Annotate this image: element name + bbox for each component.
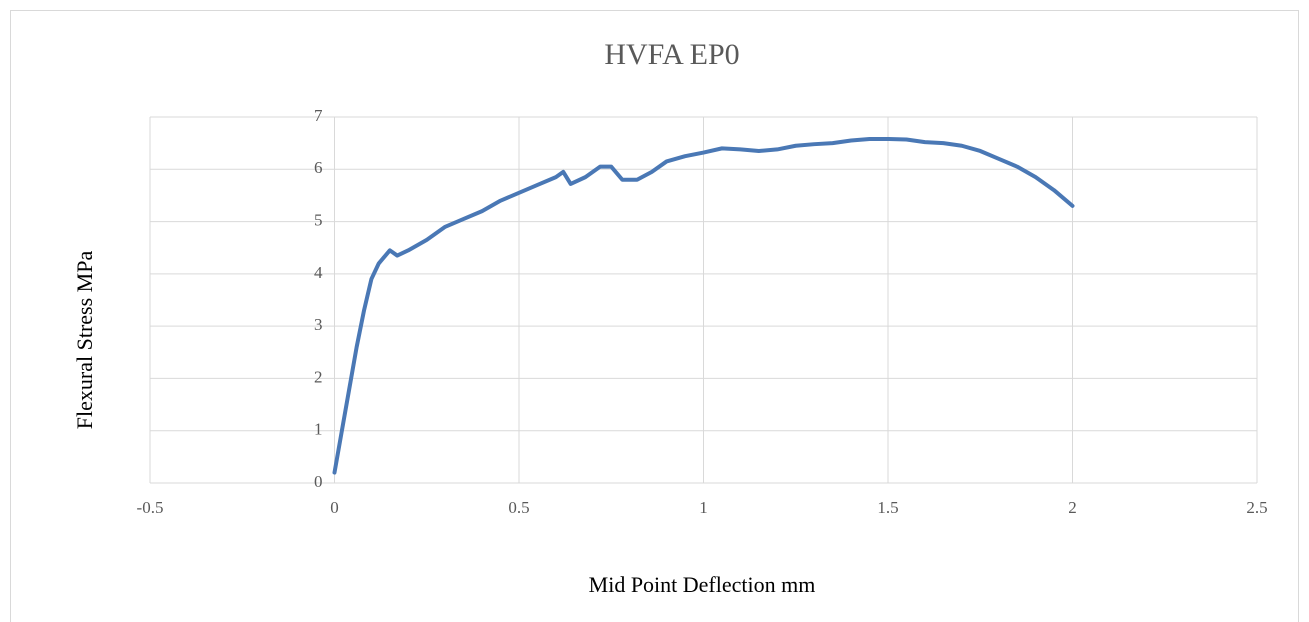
- y-tick-label: 2: [314, 367, 323, 386]
- y-tick-label: 7: [314, 106, 323, 125]
- chart-title: HVFA EP0: [604, 38, 739, 71]
- y-tick-label: 3: [314, 315, 323, 334]
- x-tick-label: -0.5: [137, 498, 164, 517]
- data-line: [332, 136, 1075, 475]
- x-tick-label: 0.5: [508, 498, 529, 517]
- y-tick-label: 0: [314, 472, 323, 491]
- x-tick-label: 2: [1068, 498, 1077, 517]
- y-tick-label: 4: [314, 263, 323, 282]
- x-tick-label: 1: [699, 498, 708, 517]
- y-tick-label: 5: [314, 210, 323, 229]
- x-tick-label: 1.5: [877, 498, 898, 517]
- y-tick-label: 6: [314, 158, 323, 177]
- x-tick-label: 0: [330, 498, 339, 517]
- y-tick-label: 1: [314, 420, 323, 439]
- y-axis-label: Flexural Stress MPa: [72, 251, 97, 430]
- chart-border: [10, 10, 1299, 622]
- x-axis-label: Mid Point Deflection mm: [589, 572, 816, 597]
- x-tick-label: 2.5: [1246, 498, 1267, 517]
